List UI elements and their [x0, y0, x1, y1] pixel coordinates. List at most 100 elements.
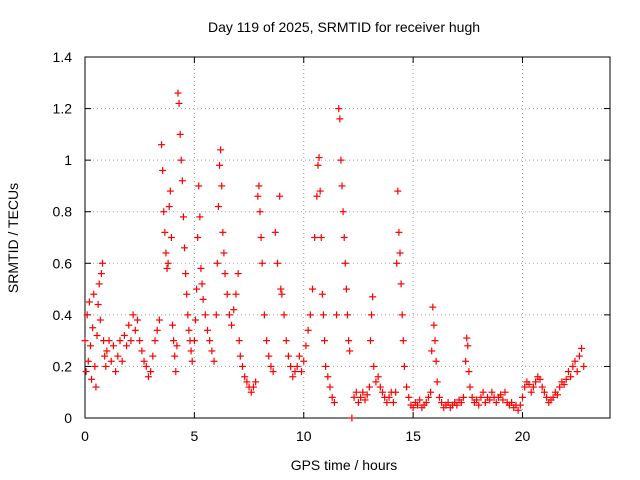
- plot-frame: [84, 56, 611, 419]
- data-point: [120, 331, 128, 339]
- data-point: [160, 208, 168, 216]
- data-point: [345, 337, 353, 345]
- data-point: [88, 375, 96, 383]
- data-point: [330, 399, 338, 407]
- data-point: [538, 383, 546, 391]
- data-point: [170, 337, 178, 345]
- data-point: [492, 399, 500, 407]
- data-point: [466, 383, 474, 391]
- data-point: [256, 208, 264, 216]
- data-point: [225, 311, 233, 319]
- data-point: [182, 270, 190, 278]
- data-point: [147, 368, 155, 376]
- data-point: [475, 401, 483, 409]
- data-point: [103, 347, 111, 355]
- data-point: [138, 347, 146, 355]
- data-point: [376, 383, 384, 391]
- data-point: [169, 321, 176, 329]
- data-point: [363, 391, 371, 399]
- data-point: [269, 368, 277, 376]
- data-point: [370, 362, 378, 370]
- data-point: [280, 311, 288, 319]
- data-point: [342, 285, 350, 293]
- data-point: [134, 316, 141, 324]
- data-point: [234, 270, 242, 278]
- data-point: [357, 393, 365, 401]
- data-point: [210, 357, 218, 365]
- data-point: [188, 357, 196, 365]
- data-point: [422, 399, 430, 407]
- data-point: [560, 380, 568, 388]
- data-point: [497, 391, 505, 399]
- data-point: [361, 396, 369, 404]
- data-point: [144, 373, 152, 381]
- data-point: [187, 347, 195, 355]
- data-point: [260, 311, 268, 319]
- data-point: [573, 368, 581, 376]
- data-point: [333, 311, 341, 319]
- data-point: [97, 270, 105, 278]
- data-point: [125, 321, 133, 329]
- data-point: [536, 375, 544, 383]
- data-point: [163, 264, 171, 272]
- data-point: [409, 404, 417, 412]
- data-point: [85, 298, 93, 306]
- data-point: [149, 352, 157, 360]
- data-point: [529, 383, 537, 391]
- y-tick-label: 0.4: [53, 307, 73, 323]
- data-point: [336, 115, 344, 123]
- data-point: [183, 290, 191, 298]
- data-point: [109, 342, 117, 350]
- data-point: [346, 347, 354, 355]
- data-point: [326, 383, 334, 391]
- data-point: [249, 383, 257, 391]
- data-point: [194, 234, 202, 241]
- data-point: [374, 373, 382, 381]
- data-point: [352, 388, 360, 396]
- data-point: [399, 337, 407, 345]
- data-point: [201, 311, 209, 319]
- data-point: [214, 203, 222, 211]
- data-point: [102, 362, 110, 370]
- data-point: [258, 259, 266, 267]
- data-point: [89, 324, 97, 332]
- data-point: [213, 259, 221, 267]
- y-tick-label: 1.4: [53, 49, 73, 65]
- data-point: [142, 362, 150, 370]
- data-point: [398, 311, 406, 319]
- data-point: [221, 270, 229, 278]
- data-point: [254, 192, 262, 200]
- chart-title: Day 119 of 2025, SRMTID for receiver hug…: [208, 19, 480, 35]
- data-point: [549, 393, 557, 401]
- data-point: [191, 316, 199, 324]
- data-point: [556, 383, 564, 391]
- data-point: [243, 378, 251, 386]
- data-point: [206, 337, 214, 345]
- data-point: [184, 311, 192, 319]
- data-point: [140, 357, 148, 365]
- data-point: [252, 378, 260, 386]
- x-tick-label: 20: [515, 428, 531, 444]
- data-point: [463, 334, 471, 342]
- data-point: [255, 182, 263, 190]
- data-point: [453, 401, 461, 409]
- data-point: [165, 203, 173, 211]
- data-point: [428, 347, 436, 355]
- data-point: [155, 316, 163, 324]
- data-point: [554, 391, 561, 399]
- data-point: [127, 337, 135, 345]
- data-point: [300, 357, 308, 365]
- data-point: [395, 228, 403, 236]
- data-point: [265, 352, 273, 360]
- data-point: [153, 326, 161, 334]
- data-point: [236, 352, 244, 360]
- data-point: [532, 378, 540, 386]
- data-point: [159, 166, 167, 174]
- data-point: [322, 362, 330, 370]
- data-point: [416, 396, 424, 404]
- data-point: [118, 357, 126, 365]
- data-point: [166, 187, 174, 195]
- data-point: [162, 249, 170, 257]
- data-point: [315, 154, 323, 162]
